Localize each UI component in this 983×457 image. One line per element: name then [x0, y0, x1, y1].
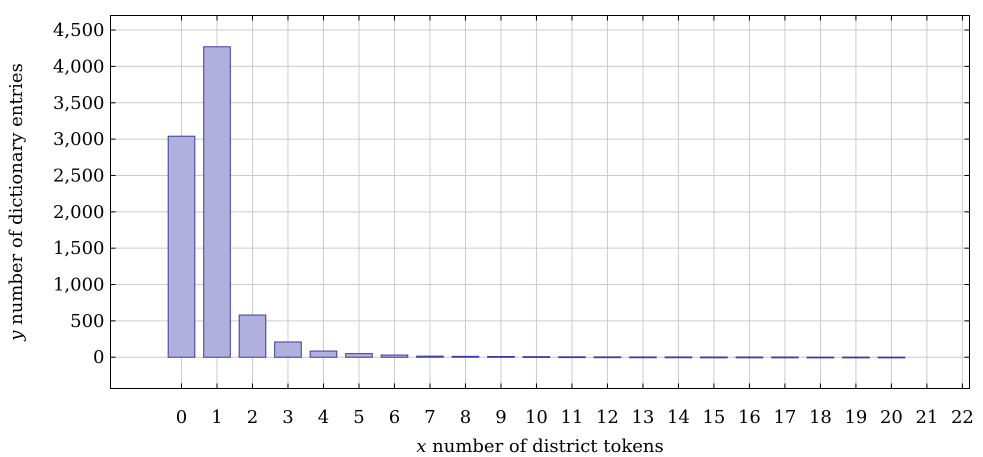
- x-tick-label: 4: [318, 407, 329, 428]
- y-tick-label: 1,500: [53, 238, 105, 259]
- y-tick-label: 3,000: [53, 129, 105, 150]
- y-axis-label: y number of dictionary entries: [6, 63, 27, 342]
- x-tick-label: 0: [176, 407, 187, 428]
- plot-frame: [110, 15, 970, 389]
- bar: [203, 46, 231, 358]
- x-tick-label: 15: [702, 407, 725, 428]
- bar: [735, 356, 764, 359]
- bar: [451, 355, 480, 358]
- x-tick-label: 22: [951, 407, 974, 428]
- grid: [110, 15, 970, 389]
- x-tick-label: 13: [631, 407, 654, 428]
- x-tick-label: 2: [247, 407, 258, 428]
- bar: [629, 356, 657, 359]
- x-tick-label: 19: [844, 407, 867, 428]
- bars: [167, 46, 906, 359]
- bar: [522, 356, 551, 358]
- x-axis-ticks: 0 1 2 3 4 5 6 7 8 9 10 11 12 13 14 15 16 17 18 19 20 21 22: [176, 407, 974, 428]
- y-tick-label: 4,500: [53, 20, 105, 41]
- y-tick-label: 1,000: [53, 275, 105, 296]
- bar: [771, 356, 799, 359]
- x-tick-label: 17: [773, 407, 796, 428]
- x-axis-label: x number of district tokens: [416, 436, 663, 457]
- bar: [345, 353, 373, 358]
- bar: [700, 356, 728, 359]
- y-tick-label: 2,000: [53, 202, 105, 223]
- y-tick-label: 2,500: [53, 165, 105, 186]
- bar: [238, 314, 267, 358]
- x-tick-label: 10: [525, 407, 548, 428]
- bar: [167, 135, 196, 358]
- x-tick-label: 21: [915, 407, 938, 428]
- x-tick-label: 16: [738, 407, 761, 428]
- x-tick-label: 3: [282, 407, 293, 428]
- bar: [842, 356, 870, 359]
- x-tick-label: 18: [809, 407, 832, 428]
- x-tick-label: 8: [460, 407, 471, 428]
- bar: [593, 356, 622, 359]
- y-axis-ticks: 0 500 1,000 1,500 2,000 2,500 3,000 3,500 4,000 4…: [53, 20, 105, 368]
- bar: [558, 356, 586, 359]
- y-tick-label: 500: [70, 311, 104, 332]
- x-tick-label: 12: [596, 407, 619, 428]
- bar: [416, 355, 444, 358]
- x-tick-label: 9: [495, 407, 506, 428]
- y-tick-label: 3,500: [53, 93, 105, 114]
- bar: [309, 350, 338, 358]
- bar: [487, 356, 515, 358]
- x-tick-label: 5: [353, 407, 364, 428]
- y-tick-label: 0: [93, 347, 104, 368]
- x-tick-label: 1: [211, 407, 222, 428]
- bar: [274, 341, 302, 358]
- y-tick-label: 4,000: [53, 56, 105, 77]
- bar: [806, 356, 835, 359]
- x-tick-label: 11: [560, 407, 583, 428]
- x-tick-label: 7: [424, 407, 435, 428]
- bar: [664, 356, 693, 359]
- bar: [877, 356, 906, 359]
- bar: [380, 354, 409, 358]
- x-tick-label: 14: [667, 407, 690, 428]
- x-tick-label: 6: [389, 407, 400, 428]
- x-tick-label: 20: [880, 407, 903, 428]
